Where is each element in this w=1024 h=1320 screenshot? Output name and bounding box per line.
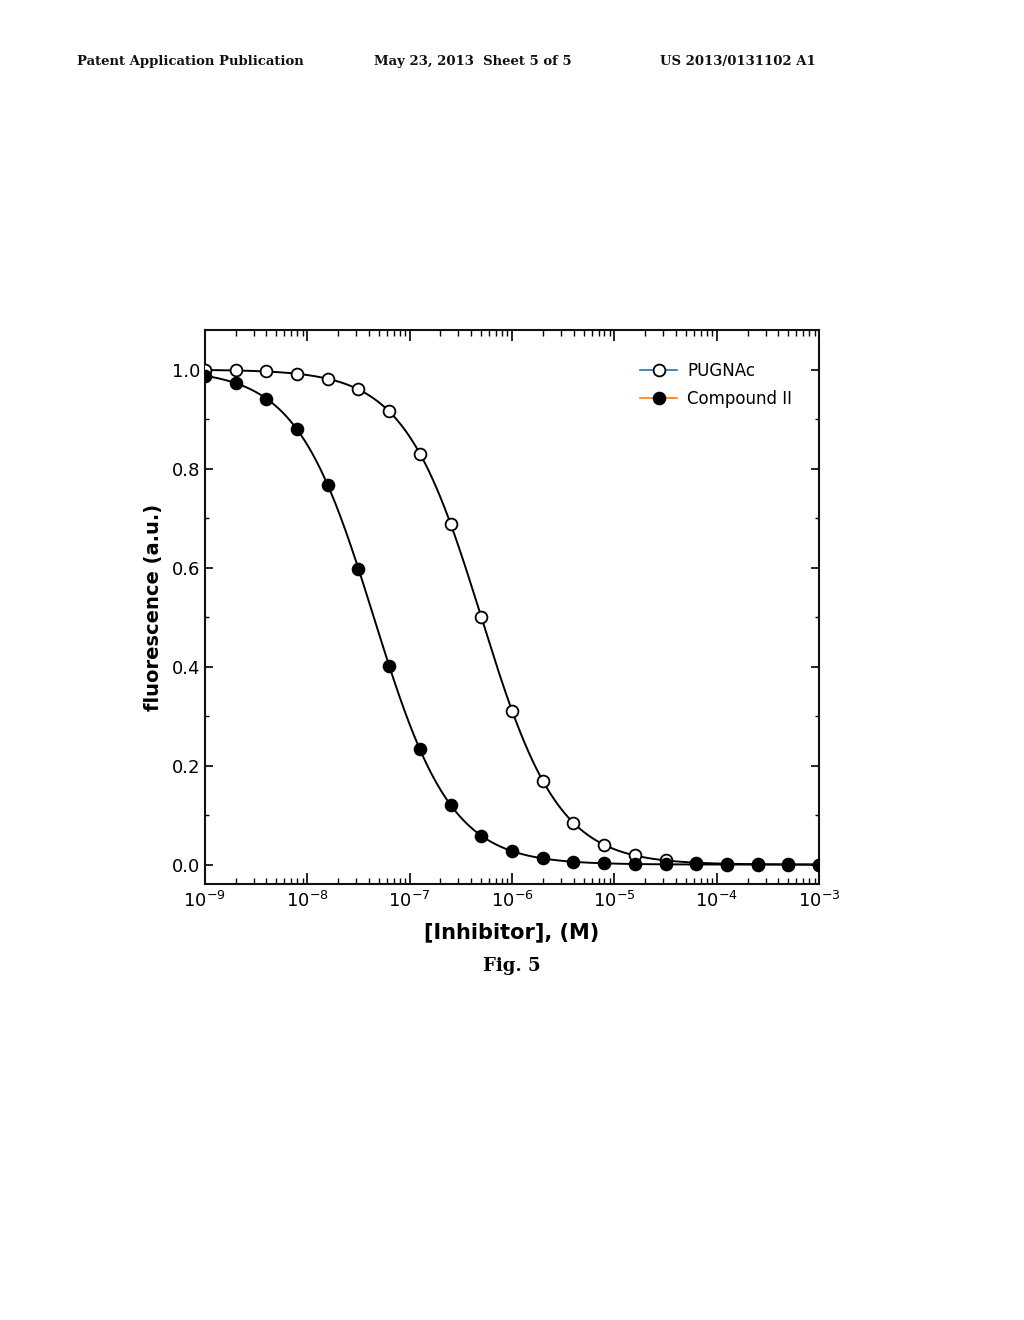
Compound II xyxy=(782,857,795,873)
PUGNAc xyxy=(506,702,518,718)
Compound II xyxy=(229,375,242,391)
PUGNAc xyxy=(598,837,610,853)
Compound II xyxy=(444,797,457,813)
PUGNAc xyxy=(659,853,672,869)
Compound II xyxy=(598,855,610,871)
Compound II xyxy=(752,857,764,873)
Compound II xyxy=(322,477,334,492)
Text: May 23, 2013  Sheet 5 of 5: May 23, 2013 Sheet 5 of 5 xyxy=(374,55,571,69)
Line: Compound II: Compound II xyxy=(199,370,825,870)
PUGNAc xyxy=(690,855,702,871)
PUGNAc xyxy=(629,847,641,863)
PUGNAc xyxy=(199,362,211,378)
Compound II xyxy=(506,843,518,859)
Compound II xyxy=(475,828,487,843)
PUGNAc xyxy=(291,366,303,381)
PUGNAc xyxy=(444,516,457,532)
PUGNAc xyxy=(322,371,334,387)
Text: US 2013/0131102 A1: US 2013/0131102 A1 xyxy=(660,55,816,69)
Text: Fig. 5: Fig. 5 xyxy=(483,957,541,975)
PUGNAc xyxy=(752,857,764,873)
PUGNAc xyxy=(229,363,242,379)
PUGNAc xyxy=(414,446,426,462)
Compound II xyxy=(260,391,272,407)
Compound II xyxy=(352,561,365,577)
PUGNAc xyxy=(721,855,733,871)
Compound II xyxy=(414,742,426,758)
PUGNAc xyxy=(352,381,365,397)
PUGNAc xyxy=(813,857,825,873)
PUGNAc xyxy=(475,610,487,626)
PUGNAc xyxy=(537,772,549,788)
Compound II xyxy=(813,857,825,873)
Compound II xyxy=(383,657,395,673)
PUGNAc xyxy=(782,857,795,873)
Legend: PUGNAc, Compound II: PUGNAc, Compound II xyxy=(634,355,799,414)
Y-axis label: fluorescence (a.u.): fluorescence (a.u.) xyxy=(144,504,163,710)
Compound II xyxy=(567,854,580,870)
PUGNAc xyxy=(567,814,580,830)
Compound II xyxy=(199,368,211,384)
PUGNAc xyxy=(260,363,272,379)
Compound II xyxy=(537,850,549,866)
Text: Patent Application Publication: Patent Application Publication xyxy=(77,55,303,69)
Compound II xyxy=(659,857,672,873)
PUGNAc xyxy=(383,404,395,420)
Line: PUGNAc: PUGNAc xyxy=(199,364,825,870)
Compound II xyxy=(690,857,702,873)
X-axis label: [Inhibitor], (M): [Inhibitor], (M) xyxy=(424,923,600,942)
Compound II xyxy=(629,857,641,873)
Compound II xyxy=(721,857,733,873)
Compound II xyxy=(291,421,303,437)
